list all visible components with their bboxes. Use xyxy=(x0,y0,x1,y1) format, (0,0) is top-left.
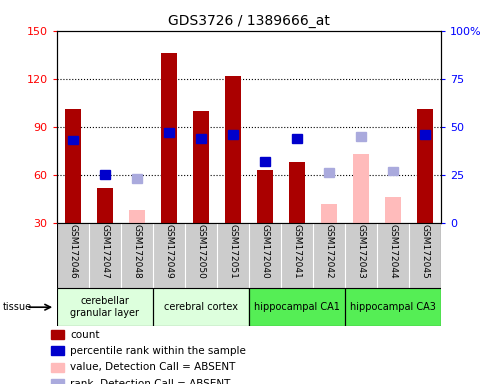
Title: GDS3726 / 1389666_at: GDS3726 / 1389666_at xyxy=(168,14,330,28)
Bar xyxy=(249,288,345,326)
Text: GSM172046: GSM172046 xyxy=(68,224,77,279)
Bar xyxy=(289,162,305,223)
Bar xyxy=(196,134,206,142)
Text: rank, Detection Call = ABSENT: rank, Detection Call = ABSENT xyxy=(70,379,231,384)
Text: hippocampal CA1: hippocampal CA1 xyxy=(254,302,340,312)
Text: GSM172047: GSM172047 xyxy=(100,224,109,279)
Text: tissue: tissue xyxy=(2,302,32,312)
Bar xyxy=(420,130,430,139)
Bar xyxy=(132,174,142,183)
Bar xyxy=(129,210,145,223)
Bar xyxy=(51,330,64,339)
Bar xyxy=(388,167,398,175)
Bar xyxy=(257,170,273,223)
Bar xyxy=(353,154,369,223)
Bar xyxy=(164,128,174,137)
Bar xyxy=(51,362,64,372)
Text: GSM172048: GSM172048 xyxy=(132,224,141,279)
Bar xyxy=(65,109,81,223)
Bar xyxy=(345,288,441,326)
Text: GSM172043: GSM172043 xyxy=(356,224,366,279)
Text: cerebral cortex: cerebral cortex xyxy=(164,302,238,312)
Bar xyxy=(68,136,78,144)
Bar xyxy=(356,132,366,141)
Bar xyxy=(292,134,302,142)
Bar xyxy=(228,130,238,139)
Text: GSM172051: GSM172051 xyxy=(228,224,238,279)
Bar xyxy=(324,169,334,177)
Bar xyxy=(100,170,110,179)
Bar xyxy=(321,204,337,223)
Text: GSM172045: GSM172045 xyxy=(421,224,430,279)
Bar xyxy=(153,288,249,326)
Bar xyxy=(249,288,345,326)
Bar xyxy=(153,288,249,326)
Text: GSM172049: GSM172049 xyxy=(164,224,174,279)
Bar xyxy=(57,288,153,326)
Text: GSM172042: GSM172042 xyxy=(324,224,334,279)
Text: count: count xyxy=(70,329,100,339)
Bar xyxy=(417,109,433,223)
Bar xyxy=(193,111,209,223)
Bar xyxy=(260,157,270,166)
Bar xyxy=(161,53,177,223)
Bar xyxy=(57,288,153,326)
Text: GSM172044: GSM172044 xyxy=(388,224,398,279)
Text: percentile rank within the sample: percentile rank within the sample xyxy=(70,346,246,356)
Bar xyxy=(385,197,401,223)
Bar xyxy=(225,76,241,223)
Text: GSM172041: GSM172041 xyxy=(292,224,302,279)
Text: GSM172040: GSM172040 xyxy=(260,224,270,279)
Text: value, Detection Call = ABSENT: value, Detection Call = ABSENT xyxy=(70,362,236,372)
Bar xyxy=(51,346,64,356)
Text: GSM172050: GSM172050 xyxy=(196,224,206,279)
Text: cerebellar
granular layer: cerebellar granular layer xyxy=(70,296,139,318)
Bar xyxy=(51,379,64,384)
Bar xyxy=(345,288,441,326)
Bar xyxy=(97,187,113,223)
Text: hippocampal CA3: hippocampal CA3 xyxy=(350,302,436,312)
